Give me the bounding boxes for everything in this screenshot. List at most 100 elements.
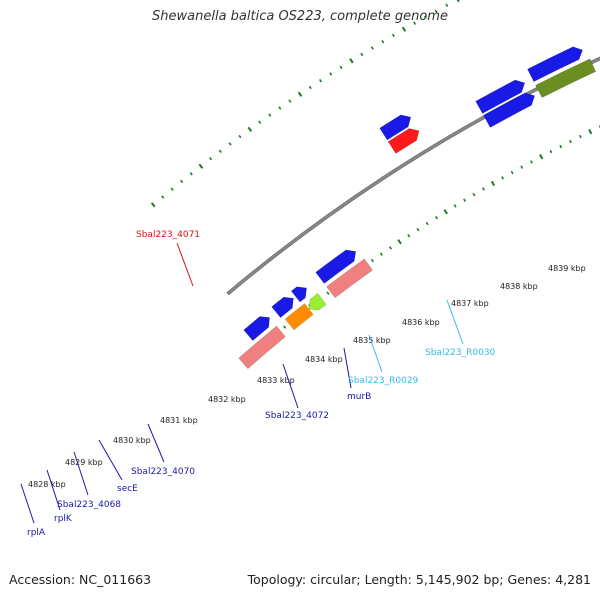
inner-tick-mark bbox=[425, 221, 429, 226]
label-leader-line bbox=[368, 334, 383, 373]
gene-murb bbox=[535, 58, 597, 98]
ruler-label: 4832 kbp bbox=[208, 395, 246, 404]
outer-tick-mark bbox=[413, 21, 417, 25]
gene-label: murB bbox=[347, 392, 371, 402]
outer-tick-mark bbox=[288, 99, 292, 103]
gene-label: Sbal223_4068 bbox=[57, 500, 121, 510]
inner-tick-mark bbox=[379, 252, 383, 256]
gene-label: rplA bbox=[27, 528, 46, 538]
outer-tick-mark bbox=[238, 134, 242, 139]
ruler-label: 4830 kbp bbox=[113, 436, 151, 445]
label-leader-line bbox=[20, 483, 35, 524]
inner-tick-mark bbox=[283, 325, 287, 329]
outer-tick-mark bbox=[161, 195, 165, 199]
gene-upper-b bbox=[527, 46, 583, 82]
inner-tick-mark bbox=[443, 209, 448, 215]
outer-tick-mark bbox=[218, 149, 222, 153]
gene-sbal223-4071 bbox=[387, 128, 420, 154]
outer-tick-mark bbox=[456, 0, 460, 3]
inner-tick-mark bbox=[472, 192, 476, 197]
gene-label: Sbal223_R0029 bbox=[348, 376, 419, 386]
inner-tick-mark bbox=[539, 154, 544, 160]
inner-tick-mark bbox=[559, 144, 563, 149]
gene-sbal223-4072 bbox=[483, 92, 535, 128]
gene-left-blue-2 bbox=[271, 296, 294, 318]
label-leader-line bbox=[282, 363, 299, 409]
label-leader-line bbox=[446, 299, 464, 345]
ruler-label: 4835 kbp bbox=[353, 336, 391, 345]
outer-tick-mark bbox=[189, 172, 193, 176]
ruler-label: 4829 kbp bbox=[65, 458, 103, 467]
gene-sbal223-4068 bbox=[284, 303, 314, 331]
outer-tick-mark bbox=[434, 9, 438, 13]
inner-tick-mark bbox=[453, 204, 457, 208]
inner-tick-mark bbox=[520, 165, 524, 169]
inner-tick-mark bbox=[397, 239, 402, 245]
outer-tick-mark bbox=[278, 106, 282, 110]
label-leader-line bbox=[98, 439, 123, 481]
inner-tick-mark bbox=[578, 134, 582, 139]
gene-sece bbox=[308, 292, 327, 311]
outer-tick-mark bbox=[423, 15, 427, 19]
outer-tick-mark bbox=[318, 78, 322, 83]
inner-tick-mark bbox=[530, 160, 533, 164]
gene-left-blue-4 bbox=[243, 316, 270, 342]
outer-tick-mark bbox=[391, 33, 395, 38]
label-leader-line bbox=[176, 242, 194, 287]
gene-left-blue-1 bbox=[315, 249, 357, 284]
inner-tick-mark bbox=[388, 246, 392, 250]
ruler-label: 4831 kbp bbox=[160, 416, 198, 425]
inner-tick-mark bbox=[501, 176, 504, 180]
inner-tick-mark bbox=[326, 291, 330, 295]
ruler-label: 4838 kbp bbox=[500, 282, 538, 291]
ruler-label: 4834 kbp bbox=[305, 355, 343, 364]
label-leader-line bbox=[147, 423, 165, 463]
gene-left-blue-3 bbox=[290, 286, 307, 303]
label-leader-line bbox=[73, 451, 89, 496]
gene-label: secE bbox=[117, 484, 138, 494]
inner-tick-mark bbox=[463, 198, 467, 202]
outer-tick-mark bbox=[349, 58, 354, 64]
ruler-label: 4837 kbp bbox=[451, 299, 489, 308]
gene-sbal223-4070 bbox=[326, 258, 373, 299]
ruler-label: 4836 kbp bbox=[402, 318, 440, 327]
ruler-label: 4839 kbp bbox=[548, 264, 586, 273]
label-leader-line bbox=[46, 469, 61, 511]
outer-tick-mark bbox=[445, 3, 449, 8]
outer-tick-mark bbox=[268, 113, 272, 117]
inner-tick-mark bbox=[482, 187, 485, 191]
inner-tick-mark bbox=[549, 149, 553, 154]
outer-tick-mark bbox=[258, 120, 262, 124]
inner-tick-mark bbox=[416, 227, 420, 232]
label-leader-line bbox=[343, 347, 352, 389]
outer-tick-mark bbox=[339, 65, 343, 70]
gene-sbal223-4071-upper bbox=[379, 114, 412, 141]
outer-tick-mark bbox=[198, 163, 204, 169]
outer-tick-mark bbox=[170, 187, 174, 191]
outer-tick-mark bbox=[360, 52, 364, 57]
gene-label: Sbal223_R0030 bbox=[425, 348, 496, 358]
gene-label: rplK bbox=[54, 514, 73, 524]
gene-sbal223-4072-upper bbox=[475, 79, 526, 114]
outer-tick-mark bbox=[228, 142, 232, 146]
gene-label: Sbal223_4072 bbox=[265, 411, 329, 421]
outer-tick-mark bbox=[401, 26, 407, 32]
ruler-label: 4833 kbp bbox=[257, 376, 295, 385]
outer-tick-mark bbox=[381, 39, 385, 44]
outer-tick-mark bbox=[150, 202, 156, 208]
outer-tick-mark bbox=[329, 72, 333, 76]
genome-title: Shewanella baltica OS223, complete genom… bbox=[152, 9, 448, 24]
inner-tick-mark bbox=[490, 180, 496, 187]
genome-backbone bbox=[226, 56, 600, 296]
inner-tick-mark bbox=[569, 139, 572, 144]
inner-tick-mark bbox=[370, 258, 374, 263]
accession-text: Accession: NC_011663 bbox=[9, 572, 152, 587]
inner-tick-mark bbox=[434, 215, 438, 220]
gene-label: Sbal223_4071 bbox=[136, 230, 200, 240]
ruler-label: 4828 kbp bbox=[28, 480, 66, 489]
outer-tick-mark bbox=[180, 179, 184, 184]
outer-tick-mark bbox=[370, 46, 374, 50]
outer-tick-mark bbox=[247, 126, 253, 132]
